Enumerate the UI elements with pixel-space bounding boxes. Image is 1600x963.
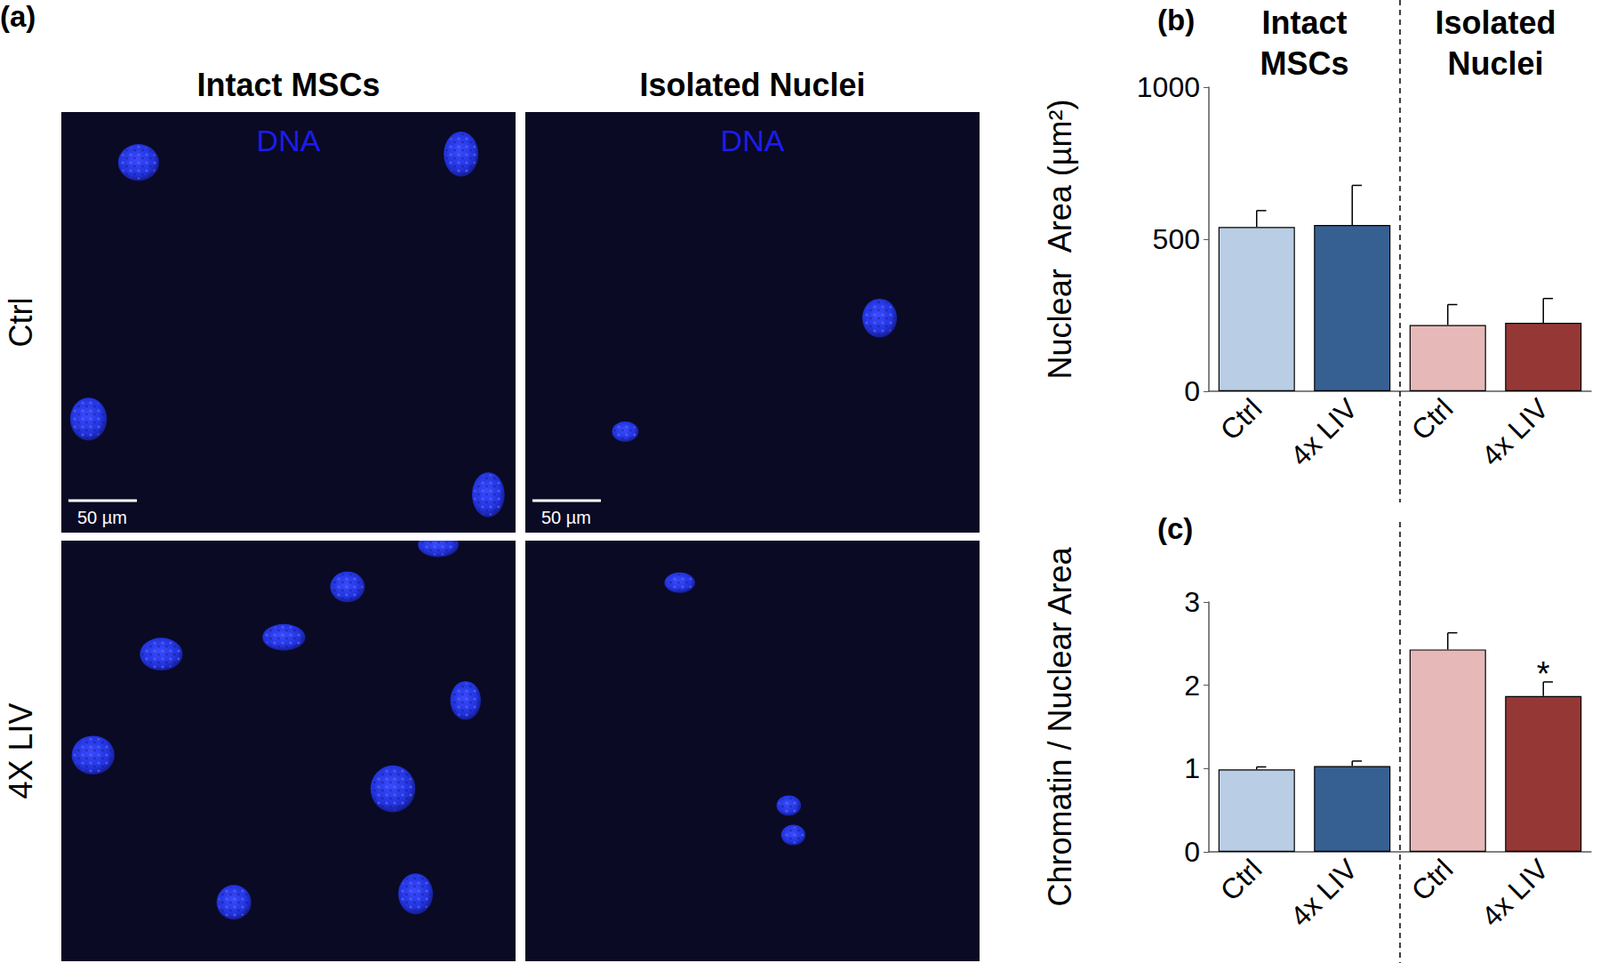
svg-text:Chromatin / Nuclear Area: Chromatin / Nuclear Area: [1041, 545, 1079, 906]
svg-text:*: *: [1536, 655, 1551, 693]
svg-text:0: 0: [1184, 835, 1200, 868]
svg-text:0: 0: [1184, 375, 1200, 408]
svg-text:Ctrl: Ctrl: [1214, 852, 1269, 907]
svg-text:50 µm: 50 µm: [77, 507, 128, 528]
svg-text:Intact: Intact: [1261, 4, 1347, 41]
svg-text:(b): (b): [1157, 3, 1195, 37]
svg-text:DNA: DNA: [256, 123, 321, 158]
svg-text:Isolated Nuclei: Isolated Nuclei: [639, 66, 865, 104]
svg-text:Intact MSCs: Intact MSCs: [196, 66, 380, 104]
svg-text:3: 3: [1184, 585, 1200, 618]
svg-text:Ctrl: Ctrl: [1405, 392, 1460, 447]
svg-text:2: 2: [1184, 669, 1200, 702]
svg-text:4x LIV: 4x LIV: [1283, 852, 1364, 933]
svg-text:4x LIV: 4x LIV: [1474, 392, 1555, 472]
svg-text:Ctrl: Ctrl: [1405, 852, 1460, 907]
svg-text:50 µm: 50 µm: [541, 507, 592, 528]
svg-text:1000: 1000: [1136, 71, 1200, 104]
svg-text:4x LIV: 4x LIV: [1283, 392, 1364, 472]
svg-text:4x LIV: 4x LIV: [1474, 852, 1555, 933]
svg-text:MSCs: MSCs: [1259, 45, 1349, 82]
svg-text:Nuclei: Nuclei: [1447, 45, 1544, 82]
svg-text:Ctrl: Ctrl: [2, 297, 40, 348]
svg-text:500: 500: [1152, 223, 1200, 256]
svg-text:Isolated: Isolated: [1434, 4, 1556, 41]
svg-text:Nuclear Area (µm²): Nuclear Area (µm²): [1041, 99, 1079, 380]
svg-text:(a): (a): [0, 0, 36, 33]
svg-text:4X LIV: 4X LIV: [2, 702, 40, 799]
svg-text:Ctrl: Ctrl: [1214, 392, 1269, 447]
svg-text:(c): (c): [1157, 512, 1193, 545]
svg-text:DNA: DNA: [720, 123, 785, 158]
svg-text:1: 1: [1184, 752, 1200, 784]
